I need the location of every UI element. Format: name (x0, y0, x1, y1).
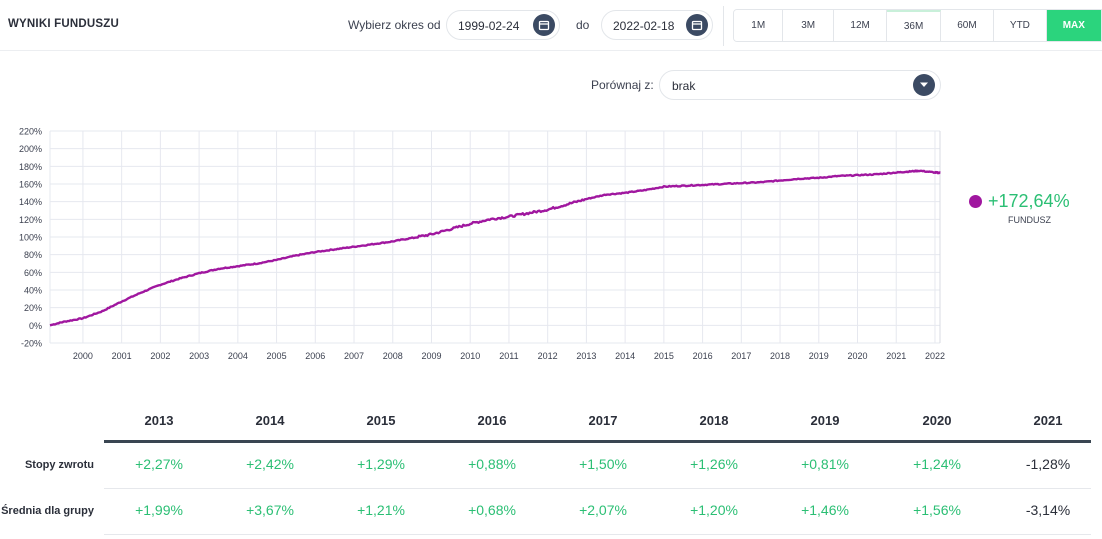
x-tick-label: 2020 (847, 351, 867, 361)
period-from-label: Wybierz okres od (348, 18, 441, 32)
range-selector: 1M 3M 12M 36M 60M YTD MAX (733, 9, 1102, 42)
date-from-field[interactable]: 1999-02-24 (446, 10, 560, 40)
row-label: Średnia dla grupy (1, 505, 94, 517)
range-button-ytd[interactable]: YTD (994, 10, 1047, 41)
x-tick-label: 2000 (73, 351, 93, 361)
y-tick-label: 220% (19, 127, 42, 137)
x-tick-label: 2012 (538, 351, 558, 361)
period-to-label: do (576, 18, 590, 32)
y-tick-label: 0% (29, 321, 42, 331)
legend-dot (969, 195, 982, 208)
x-tick-label: 2002 (150, 351, 170, 361)
compare-select[interactable]: brak (659, 70, 941, 100)
year-header: 2019 (810, 413, 840, 428)
range-button-36m[interactable]: 36M (887, 10, 941, 41)
y-tick-label: 140% (19, 197, 42, 207)
x-tick-label: 2009 (421, 351, 441, 361)
y-tick-label: 80% (24, 250, 42, 260)
x-tick-label: 2021 (886, 351, 906, 361)
x-tick-label: 2001 (112, 351, 132, 361)
calendar-icon[interactable] (686, 14, 708, 36)
table-cell: +1,21% (357, 502, 405, 518)
table-cell: +1,56% (913, 502, 961, 518)
table-cell: +3,67% (246, 502, 294, 518)
performance-chart: 220% 200% 180% 160% 140% 120% 100% 80% 60% 40% 20%… (19, 127, 945, 362)
compare-value[interactable]: brak (672, 79, 696, 93)
year-header: 2020 (922, 413, 952, 428)
table-header-divider (104, 440, 1091, 443)
year-header: 2017 (588, 413, 618, 428)
header-bar: WYNIKI FUNDUSZU Wybierz okres od 1999-02… (0, 0, 1102, 51)
table-cell: +2,07% (579, 502, 627, 518)
x-tick-label: 2015 (654, 351, 674, 361)
table-cell: +1,20% (690, 502, 738, 518)
series-line-0 (49, 169, 941, 327)
range-button-3m[interactable]: 3M (783, 10, 834, 41)
x-tick-label: 2016 (693, 351, 713, 361)
table-cell: +0,81% (801, 456, 849, 472)
table-cell: -1,28% (1025, 456, 1071, 472)
range-button-1m[interactable]: 1M (734, 10, 784, 41)
table-cell: +1,24% (913, 456, 961, 472)
year-header: 2016 (477, 413, 507, 428)
date-from-value[interactable]: 1999-02-24 (458, 19, 520, 33)
y-tick-label: 60% (24, 268, 42, 278)
year-header: 2021 (1033, 413, 1063, 428)
x-tick-label: 2018 (770, 351, 790, 361)
year-header: 2013 (144, 413, 174, 428)
x-tick-label: 2005 (267, 351, 287, 361)
y-tick-label: 120% (19, 215, 42, 225)
year-header: 2018 (699, 413, 729, 428)
x-tick-label: 2013 (576, 351, 596, 361)
y-tick-label: 180% (19, 162, 42, 172)
y-tick-label: 40% (24, 286, 42, 296)
chevron-down-icon[interactable] (913, 74, 935, 96)
x-tick-label: 2011 (499, 351, 518, 361)
table-cell: +1,46% (801, 502, 849, 518)
table-cell: +0,88% (468, 456, 516, 472)
date-to-value[interactable]: 2022-02-18 (613, 19, 675, 33)
legend-value: +172,64% (988, 191, 1070, 211)
y-tick-label: 20% (24, 303, 42, 313)
y-tick-label: 200% (19, 144, 42, 154)
y-tick-label: -20% (21, 339, 42, 349)
year-header: 2014 (255, 413, 285, 428)
row-label: Stopy zwrotu (24, 459, 94, 471)
table-cell: +0,68% (468, 502, 516, 518)
y-tick-label: 160% (19, 180, 42, 190)
legend-name: FUNDUSZ (1008, 215, 1051, 225)
x-tick-label: 2008 (383, 351, 403, 361)
page-title: WYNIKI FUNDUSZU (8, 18, 119, 30)
y-tick-label: 100% (19, 233, 42, 243)
table-cell: +2,42% (246, 456, 294, 472)
x-tick-label: 2003 (189, 351, 209, 361)
x-tick-label: 2019 (809, 351, 829, 361)
range-button-12m[interactable]: 12M (833, 10, 888, 41)
row-divider (104, 488, 1091, 489)
x-tick-label: 2017 (731, 351, 751, 361)
calendar-icon[interactable] (533, 14, 555, 36)
table-cell: +1,29% (357, 456, 405, 472)
compare-label: Porównaj z: (591, 78, 654, 92)
range-button-60m[interactable]: 60M (940, 10, 995, 41)
table-cell: +1,50% (579, 456, 627, 472)
x-tick-label: 2014 (615, 351, 635, 361)
x-tick-label: 2004 (228, 351, 248, 361)
table-cell: -3,14% (1025, 502, 1071, 518)
header-divider (723, 6, 724, 46)
table-cell: +2,27% (135, 456, 183, 472)
x-tick-label: 2022 (925, 351, 945, 361)
year-header: 2015 (366, 413, 396, 428)
table-cell: +1,99% (135, 502, 183, 518)
row-divider (104, 534, 1091, 535)
date-to-field[interactable]: 2022-02-18 (601, 10, 713, 40)
x-tick-label: 2010 (460, 351, 480, 361)
x-tick-label: 2006 (305, 351, 325, 361)
x-tick-label: 2007 (344, 351, 364, 361)
range-button-max[interactable]: MAX (1046, 10, 1101, 41)
table-cell: +1,26% (690, 456, 738, 472)
